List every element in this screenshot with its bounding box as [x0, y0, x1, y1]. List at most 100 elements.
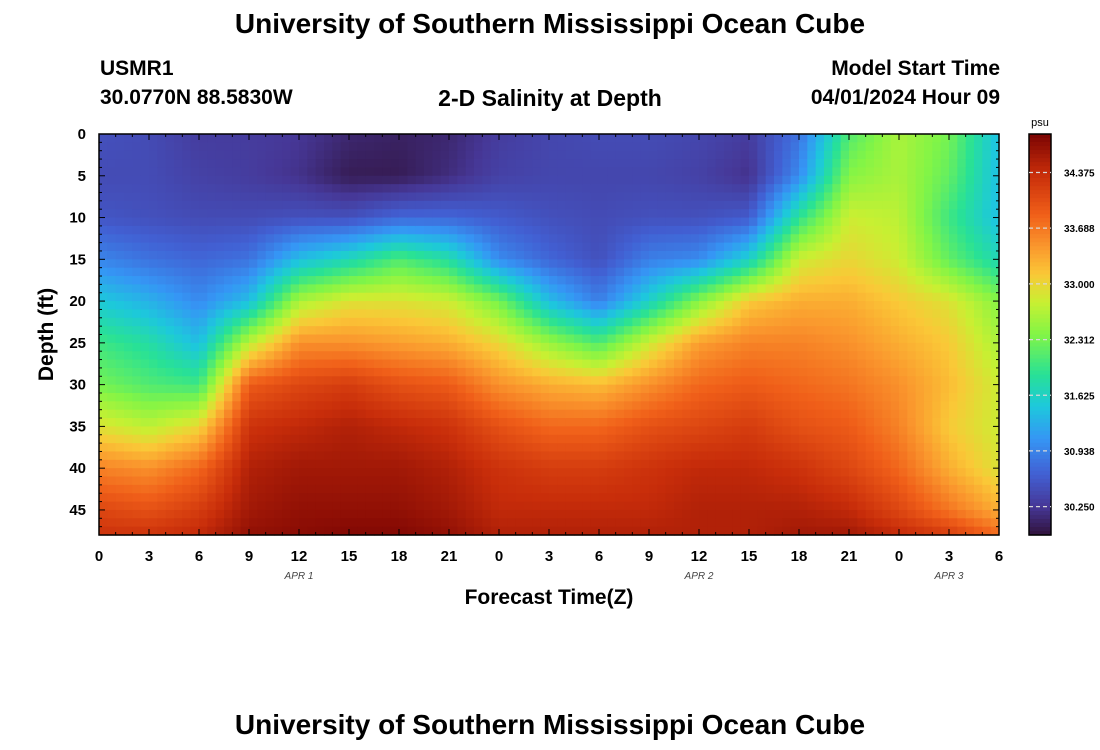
heatmap-cell: [532, 134, 542, 143]
heatmap-cell: [174, 384, 183, 394]
heatmap-cell: [632, 259, 642, 269]
heatmap-cell: [274, 301, 283, 311]
heatmap-cell: [932, 509, 942, 519]
heatmap-cell: [274, 150, 283, 160]
heatmap-cell: [332, 326, 342, 336]
heatmap-cell: [915, 426, 925, 436]
heatmap-cell: [457, 217, 467, 227]
heatmap-cell: [340, 392, 350, 402]
heatmap-cell: [365, 192, 375, 202]
heatmap-cell: [665, 317, 675, 327]
heatmap-cell: [849, 234, 858, 244]
heatmap-cell: [540, 142, 550, 152]
heatmap-cell: [290, 167, 300, 177]
heatmap-cell: [699, 326, 708, 336]
heatmap-cell: [949, 418, 958, 427]
heatmap-cell: [415, 234, 425, 244]
heatmap-cell: [99, 392, 108, 402]
heatmap-cell: [99, 509, 108, 519]
heatmap-cell: [599, 468, 608, 478]
heatmap-cell: [449, 468, 458, 478]
heatmap-cell: [674, 418, 683, 427]
heatmap-cell: [515, 359, 525, 369]
heatmap-cell: [740, 225, 750, 235]
heatmap-cell: [849, 342, 858, 352]
heatmap-cell: [765, 501, 775, 511]
heatmap-cell: [957, 159, 967, 169]
heatmap-cell: [432, 301, 442, 311]
heatmap-cell: [332, 292, 342, 302]
heatmap-cell: [757, 225, 767, 235]
heatmap-cell: [324, 426, 333, 436]
heatmap-cell: [490, 326, 500, 336]
heatmap-cell: [615, 217, 625, 227]
heatmap-cell: [340, 434, 350, 444]
heatmap-cell: [407, 526, 417, 536]
heatmap-cell: [132, 451, 142, 461]
heatmap-cell: [907, 276, 917, 285]
heatmap-cell: [924, 326, 933, 336]
heatmap-cell: [632, 225, 642, 235]
heatmap-cell: [140, 301, 150, 311]
heatmap-cell: [624, 526, 633, 536]
heatmap-cell: [665, 401, 675, 411]
heatmap-cell: [540, 484, 550, 494]
heatmap-cell: [899, 284, 908, 294]
heatmap-cell: [182, 409, 192, 419]
heatmap-cell: [899, 250, 908, 260]
heatmap-cell: [357, 476, 367, 486]
heatmap-cell: [182, 468, 192, 478]
heatmap-cell: [149, 493, 158, 503]
heatmap-cell: [682, 334, 692, 344]
heatmap-cell: [465, 334, 475, 344]
heatmap-cell: [399, 184, 408, 194]
heatmap-cell: [932, 326, 942, 336]
heatmap-cell: [182, 167, 192, 177]
heatmap-cell: [149, 409, 158, 419]
heatmap-cell: [690, 342, 700, 352]
heatmap-cell: [490, 209, 500, 219]
heatmap-cell: [957, 476, 967, 486]
heatmap-cell: [682, 159, 692, 169]
heatmap-cell: [624, 301, 633, 311]
heatmap-cell: [907, 359, 917, 369]
heatmap-cell: [99, 242, 108, 252]
heatmap-cell: [490, 309, 500, 319]
heatmap-cell: [499, 376, 508, 386]
heatmap-cell: [740, 309, 750, 319]
heatmap-cell: [132, 476, 142, 486]
heatmap-cell: [149, 175, 158, 185]
heatmap-cell: [774, 209, 783, 219]
heatmap-cell: [190, 351, 200, 361]
heatmap-cell: [249, 418, 258, 427]
heatmap-cell: [107, 192, 117, 202]
heatmap-cell: [732, 301, 742, 311]
heatmap-cell: [890, 501, 900, 511]
heatmap-cell: [490, 317, 500, 327]
heatmap-cell: [424, 367, 433, 377]
heatmap-cell: [940, 518, 950, 528]
heatmap-cell: [374, 276, 383, 285]
heatmap-cell: [599, 493, 608, 503]
heatmap-cell: [382, 175, 392, 185]
heatmap-cell: [732, 509, 742, 519]
heatmap-cell: [749, 167, 758, 177]
heatmap-cell: [507, 292, 517, 302]
heatmap-cell: [599, 376, 608, 386]
heatmap-cell: [632, 142, 642, 152]
heatmap-cell: [499, 434, 508, 444]
heatmap-cell: [457, 409, 467, 419]
heatmap-cell: [790, 409, 800, 419]
heatmap-cell: [807, 150, 817, 160]
heatmap-cell: [215, 209, 225, 219]
heatmap-cell: [507, 217, 517, 227]
heatmap-cell: [124, 200, 133, 210]
heatmap-cell: [540, 418, 550, 427]
heatmap-cell: [649, 292, 658, 302]
heatmap-cell: [932, 426, 942, 436]
heatmap-cell: [540, 434, 550, 444]
heatmap-cell: [215, 192, 225, 202]
heatmap-cell: [440, 418, 450, 427]
heatmap-cell: [449, 459, 458, 469]
heatmap-cell: [632, 526, 642, 536]
